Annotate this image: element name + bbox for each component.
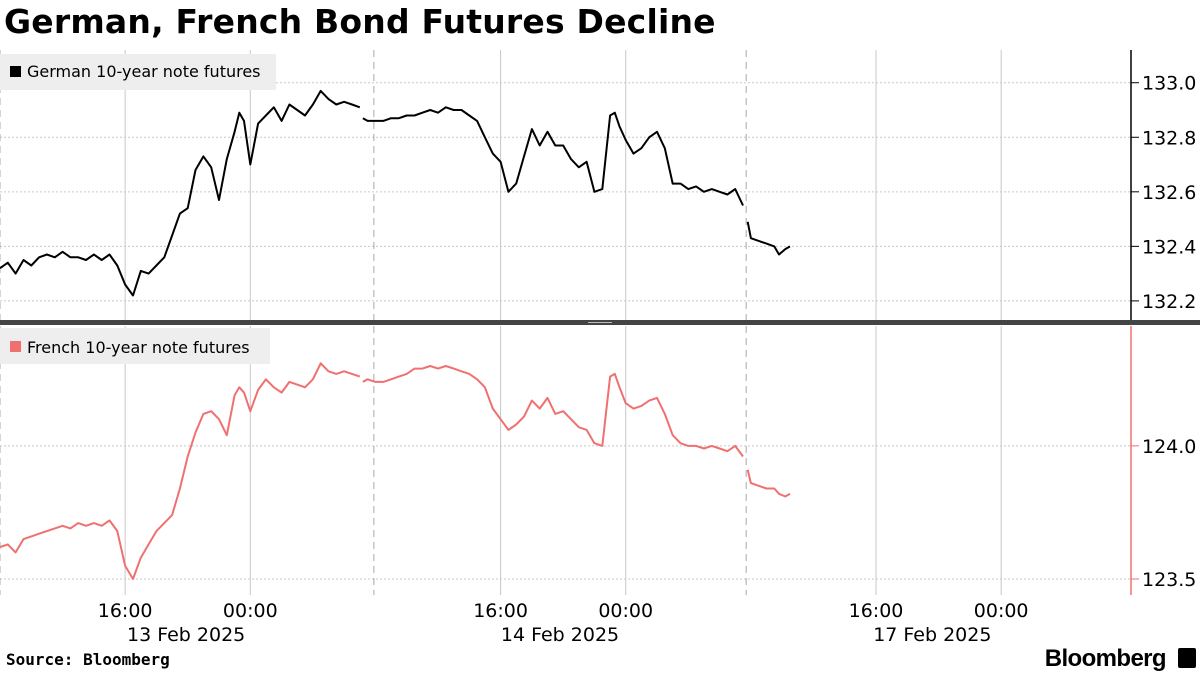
x-tick-label: 00:00 <box>974 600 1029 622</box>
panel-divider <box>0 320 1200 325</box>
y-tick-label: 123.5 <box>1142 569 1196 591</box>
german-series-layer <box>0 89 791 297</box>
german-series-line <box>0 89 361 297</box>
german-legend: German 10-year note futures <box>0 54 276 90</box>
legend-swatch-french <box>10 341 21 352</box>
x-tick-label: 16:00 <box>849 600 904 622</box>
x-date-label: 17 Feb 2025 <box>873 624 991 646</box>
grid-layer <box>0 50 1131 595</box>
y-tick-label: 124.0 <box>1142 436 1196 458</box>
x-tick-label: 00:00 <box>223 600 278 622</box>
x-tick-label: 00:00 <box>598 600 653 622</box>
divider-grip <box>588 322 612 323</box>
legend-bg <box>0 328 270 364</box>
legend-swatch-german <box>10 66 21 77</box>
x-date-label: 14 Feb 2025 <box>501 624 619 646</box>
y-tick-label: 132.4 <box>1142 236 1196 258</box>
french-series-layer <box>0 362 791 580</box>
y-tick-label: 133.0 <box>1142 73 1196 95</box>
french-series-line <box>0 362 361 580</box>
legend-label-german: German 10-year note futures <box>27 62 261 81</box>
y-tick-label: 132.8 <box>1142 127 1196 149</box>
x-tick-label: 16:00 <box>473 600 528 622</box>
legend-bg <box>0 54 276 90</box>
french-series-line <box>362 365 744 458</box>
source-note: Source: Bloomberg <box>6 650 170 669</box>
bloomberg-terminal-icon <box>1178 648 1196 668</box>
german-series-line <box>746 221 791 256</box>
german-panel: 132.2 132.4 132.6 132.8 133.0 German 10-year… <box>0 50 1196 320</box>
y-tick-label: 132.6 <box>1142 182 1196 204</box>
bloomberg-logo: Bloomberg <box>1044 645 1167 672</box>
legend-label-french: French 10-year note futures <box>27 338 250 357</box>
y-tick-label: 132.2 <box>1142 291 1196 313</box>
french-series-line <box>746 469 791 498</box>
french-panel: 123.5 124.0 French 10-year note futures <box>0 326 1196 595</box>
german-y-axis: 132.2 132.4 132.6 132.8 133.0 <box>1130 50 1196 320</box>
x-tick-label: 16:00 <box>98 600 153 622</box>
french-y-axis: 123.5 124.0 <box>1130 326 1196 595</box>
day-boundary-layer <box>0 50 747 595</box>
chart-title: German, French Bond Futures Decline <box>4 2 716 41</box>
german-series-line <box>362 106 744 206</box>
french-legend: French 10-year note futures <box>0 328 270 364</box>
x-date-label: 13 Feb 2025 <box>127 624 245 646</box>
